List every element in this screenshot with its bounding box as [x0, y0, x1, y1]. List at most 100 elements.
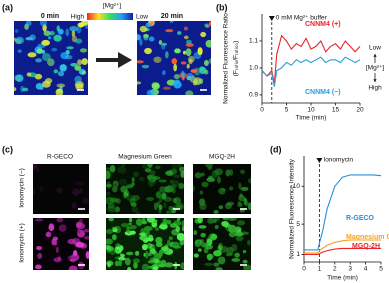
cell [85, 251, 89, 259]
x-axis-label: Time (min) [296, 115, 327, 122]
cell [106, 229, 114, 235]
cell [83, 236, 89, 240]
cell [82, 70, 87, 75]
cell [239, 208, 245, 213]
x-tick-label: 15 [332, 107, 340, 114]
cell [213, 262, 220, 267]
cell [183, 26, 188, 31]
cell [180, 70, 185, 79]
cell [34, 73, 43, 80]
cell [224, 218, 234, 221]
cell [147, 252, 152, 257]
cell [177, 31, 182, 35]
cell [76, 222, 86, 230]
cell [146, 89, 155, 95]
cell [193, 185, 196, 192]
cell [84, 24, 88, 29]
cell [155, 227, 159, 231]
cell [41, 39, 51, 46]
cell [148, 180, 154, 188]
cell [158, 204, 163, 211]
series-label: Magnesium Green [346, 234, 389, 241]
cell [173, 197, 177, 204]
cell [37, 252, 43, 259]
cell [169, 223, 178, 228]
cell [75, 241, 85, 248]
cell [141, 220, 148, 225]
cell [238, 182, 242, 190]
cell [114, 246, 122, 251]
cell [178, 182, 184, 190]
cell [200, 31, 207, 38]
cell [235, 235, 244, 242]
cell [36, 48, 43, 54]
annotation-text: Ionomycin [323, 157, 353, 164]
cell [173, 63, 178, 72]
cell [171, 187, 176, 194]
cell [183, 35, 189, 40]
x-tick-label: 2 [333, 266, 337, 273]
cell [137, 34, 141, 41]
cell [121, 164, 125, 168]
cells [14, 21, 88, 95]
cell [240, 169, 245, 174]
cell [185, 90, 194, 95]
cell [106, 246, 114, 252]
cell [200, 172, 205, 177]
cell [204, 262, 214, 267]
cell [155, 191, 162, 199]
cell [175, 225, 181, 232]
series-label: CNNM4 (−) [305, 89, 341, 96]
cell [247, 202, 251, 211]
cell [171, 180, 180, 188]
cell [139, 25, 148, 33]
cell [108, 218, 115, 222]
cell [173, 80, 182, 89]
cell [111, 226, 118, 231]
image-bg [33, 164, 89, 214]
cell [137, 81, 142, 85]
cell [56, 25, 60, 32]
cell [111, 185, 118, 193]
cells [106, 218, 184, 270]
annotation-text: 0 mM Mg²⁺ buffer [276, 15, 328, 22]
cell [179, 238, 184, 246]
image-caption: 20 min [161, 13, 183, 20]
cell [46, 58, 55, 67]
cell [71, 30, 76, 37]
cell [148, 170, 156, 176]
cell [160, 246, 169, 251]
panel-label: (b) [216, 2, 228, 12]
cell [206, 238, 213, 246]
cell [146, 243, 153, 249]
cell [158, 249, 163, 257]
cell [35, 246, 43, 251]
cell [210, 233, 218, 240]
cell [145, 250, 149, 259]
cell [217, 245, 222, 252]
cell [216, 176, 221, 184]
cell [163, 196, 173, 202]
cell [25, 21, 32, 27]
series-line [304, 247, 381, 255]
cell [29, 34, 36, 41]
cell [203, 60, 209, 67]
cell [130, 182, 135, 187]
row-label: Ionomycin (+) [19, 223, 26, 263]
cell [114, 260, 120, 267]
cell [26, 72, 32, 77]
cell [55, 246, 59, 253]
cell [125, 251, 134, 256]
cells [106, 164, 184, 214]
cell [132, 258, 141, 264]
cell [79, 48, 88, 53]
panel-label: (d) [270, 144, 282, 154]
cell [75, 180, 84, 186]
cell [221, 188, 226, 192]
cell [158, 40, 163, 45]
cell [145, 22, 152, 28]
row-label: Ionomycin (−) [19, 168, 26, 208]
cell [247, 239, 251, 246]
cell [164, 262, 174, 268]
cell [146, 218, 155, 223]
